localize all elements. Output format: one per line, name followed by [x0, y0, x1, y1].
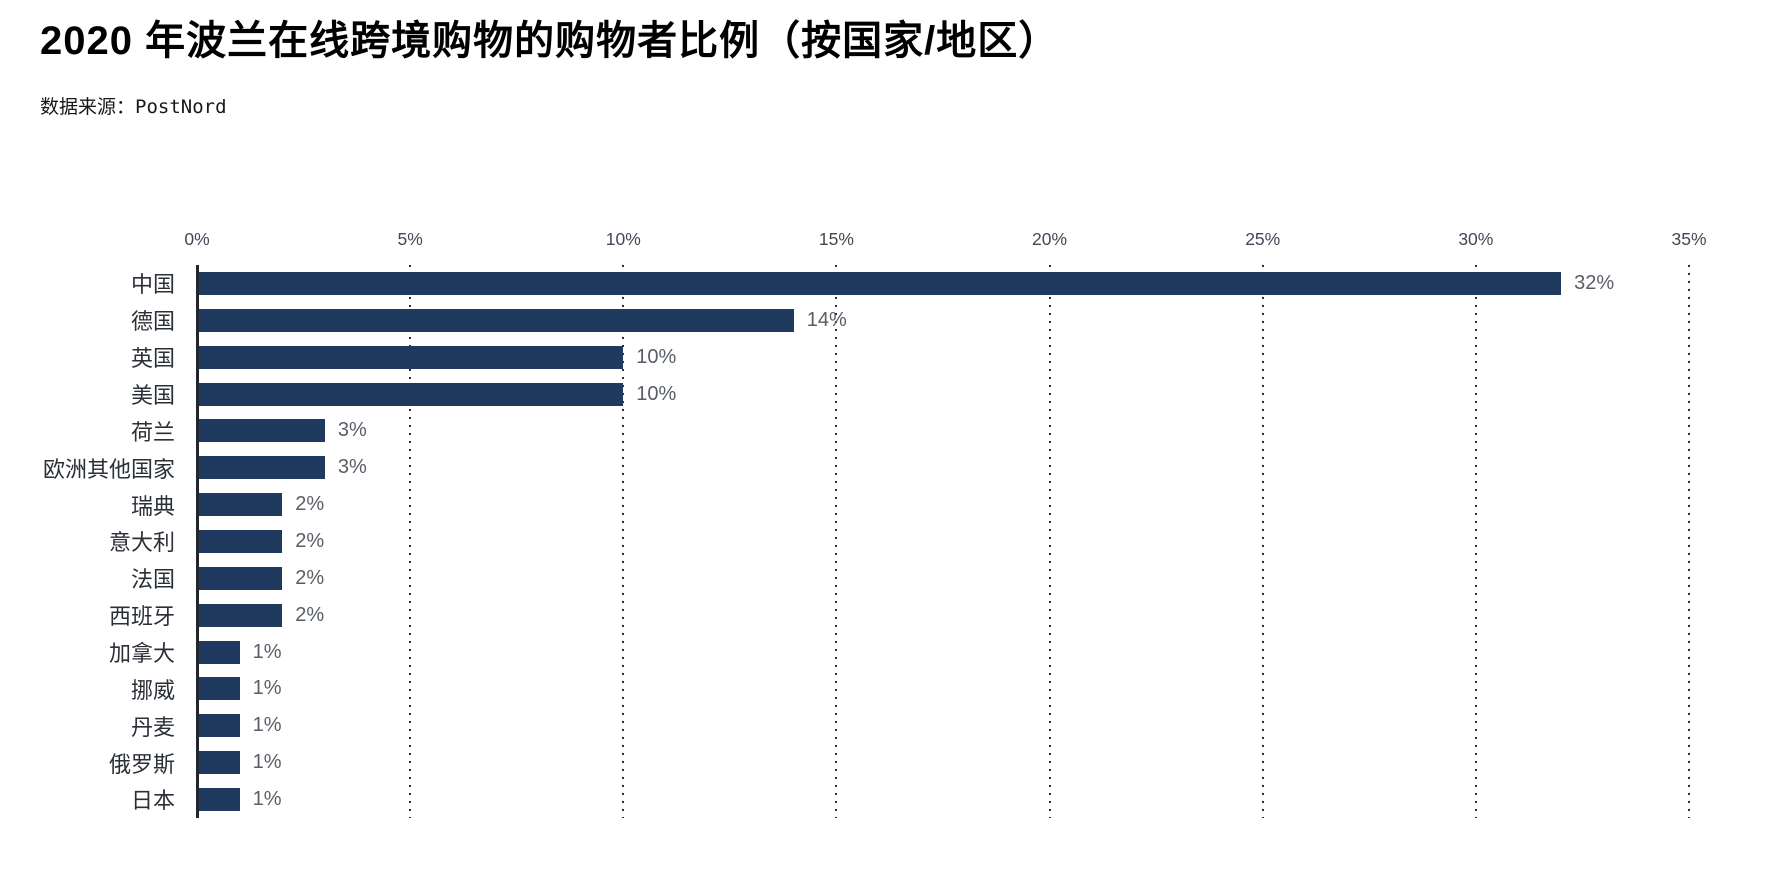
- value-label: 10%: [636, 382, 677, 405]
- gridline: [1474, 265, 1477, 818]
- bar-row: 挪威 1%: [131, 670, 1689, 707]
- value-label: 2%: [295, 566, 325, 589]
- bar: [197, 382, 624, 406]
- bar: [197, 714, 240, 738]
- bar: [197, 640, 240, 664]
- bar: [197, 419, 325, 443]
- bar-row: 英国 10%: [131, 339, 1689, 376]
- category-label: 美国: [130, 384, 175, 409]
- x-tick-label: 35%: [1671, 229, 1707, 249]
- bar-rows: 中国 32% 德国 14% 英国 10% 美国 10% 荷兰 3% 欧洲其他国家 3% 瑞典 2% 意大利 2…: [43, 265, 1689, 818]
- bar: [197, 308, 794, 332]
- value-label: 1%: [252, 677, 282, 700]
- category-label: 意大利: [108, 531, 175, 557]
- category-label: 英国: [130, 347, 175, 373]
- bar: [197, 529, 283, 553]
- page-title: 2020 年波兰在线跨境购物的购物者比例（按国家/地区）: [40, 19, 1060, 63]
- gridline: [409, 265, 412, 818]
- gridline: [835, 265, 838, 818]
- value-label: 14%: [806, 308, 847, 331]
- value-label: 1%: [252, 640, 282, 663]
- x-tick-label: 25%: [1245, 229, 1281, 249]
- category-label: 瑞典: [130, 494, 175, 520]
- bar: [197, 566, 283, 590]
- gridline: [1048, 265, 1051, 818]
- bar: [197, 603, 283, 627]
- gridline: [1688, 265, 1690, 818]
- value-label: 1%: [252, 751, 282, 774]
- bar-row: 瑞典 2%: [131, 486, 1689, 523]
- category-label: 法国: [130, 568, 175, 594]
- category-label: 挪威: [130, 678, 175, 704]
- x-axis-ticks: 0% 5% 10% 15% 20% 25% 30% 35%: [184, 229, 1706, 253]
- data-source-prefix: 数据来源：: [40, 97, 136, 118]
- bar-row: 俄罗斯 1%: [109, 744, 1689, 781]
- bar-row: 欧洲其他国家 3%: [43, 449, 1689, 486]
- value-label: 2%: [295, 493, 325, 516]
- bar: [197, 456, 325, 480]
- category-label: 中国: [130, 273, 175, 299]
- bar: [197, 751, 240, 775]
- bar-row: 荷兰 3%: [131, 412, 1689, 449]
- value-label: 2%: [295, 603, 325, 626]
- bar-row: 加拿大 1%: [109, 634, 1689, 671]
- bar-row: 法国 2%: [131, 560, 1689, 597]
- bar-chart: 0% 5% 10% 15% 20% 25% 30% 35% 中国 32% 德国 14% 英国 10% 美国…: [0, 203, 1767, 863]
- y-axis-line: [196, 265, 199, 818]
- category-label: 日本: [130, 789, 175, 815]
- bar-row: 美国 10%: [131, 376, 1689, 413]
- value-label: 1%: [252, 787, 282, 810]
- x-tick-label: 5%: [397, 229, 423, 249]
- value-label: 3%: [337, 456, 367, 479]
- category-label: 丹麦: [130, 715, 175, 741]
- bar-row: 中国 32%: [131, 265, 1689, 302]
- bar-row: 日本 1%: [131, 781, 1689, 818]
- x-tick-label: 0%: [184, 229, 210, 249]
- value-label: 10%: [636, 345, 677, 368]
- x-tick-label: 15%: [818, 229, 854, 249]
- value-label: 32%: [1574, 271, 1615, 294]
- bar: [197, 271, 1562, 295]
- category-label: 德国: [130, 310, 175, 336]
- value-label: 3%: [337, 419, 367, 442]
- gridline: [1261, 265, 1264, 818]
- category-label: 西班牙: [108, 605, 175, 631]
- x-tick-label: 10%: [605, 229, 641, 249]
- bar: [197, 493, 283, 517]
- category-label: 加拿大: [108, 642, 175, 668]
- value-label: 2%: [295, 529, 325, 552]
- plot-area: 中国 32% 德国 14% 英国 10% 美国 10% 荷兰 3% 欧洲其他国家 3% 瑞典 2% 意大利 2…: [43, 265, 1690, 818]
- x-tick-label: 20%: [1032, 229, 1068, 249]
- bar: [197, 677, 240, 701]
- bar-row: 西班牙 2%: [109, 597, 1689, 634]
- bar: [197, 345, 624, 369]
- data-source: 数据来源：PostNord: [40, 92, 227, 119]
- gridline: [622, 265, 625, 818]
- category-label: 俄罗斯: [108, 752, 175, 778]
- bar: [197, 787, 240, 811]
- bar-row: 丹麦 1%: [131, 707, 1689, 744]
- bar-row: 意大利 2%: [109, 523, 1689, 560]
- x-tick-label: 30%: [1458, 229, 1494, 249]
- data-source-name: PostNord: [135, 96, 227, 118]
- category-label: 欧洲其他国家: [42, 457, 175, 483]
- bar-row: 德国 14%: [131, 302, 1689, 339]
- value-label: 1%: [252, 714, 282, 737]
- category-label: 荷兰: [130, 420, 175, 446]
